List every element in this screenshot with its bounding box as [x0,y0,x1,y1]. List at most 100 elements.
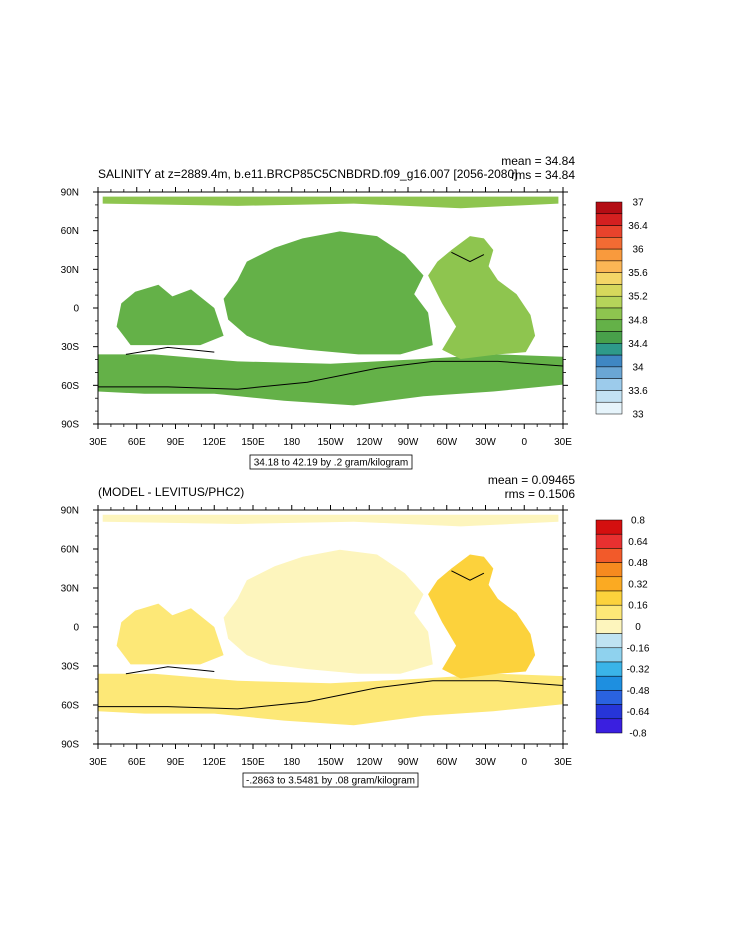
colorbar-label: 33.6 [628,386,648,397]
y-tick-label: 90N [61,506,79,517]
colorbar-swatch [595,590,623,606]
x-tick-label: 180 [283,437,300,448]
x-tick-label: 90W [398,437,419,448]
colorbar-label: 0.32 [628,579,648,590]
y-tick-label: 30S [61,662,79,673]
ocean-region-indian [116,284,224,346]
colorbar-swatch [595,201,623,215]
difference-axes: 30E 60E 90E 120E 150E 180 150W 120W 90W 60W 30W 0 30… [61,505,572,768]
colorbar-label: 0.8 [631,516,645,527]
colorbar-swatch [595,237,623,250]
x-tick-label: 60E [128,757,146,768]
difference-contour-note-text: -.2863 to 3.5481 by .08 gram/kilogram [246,776,415,787]
ocean-region-atlantic [428,236,536,359]
y-tick-label: 90N [61,188,79,199]
salinity-colorbar: 37 36.4 36 35.6 35.2 34.8 34.4 34 33.6 33 [595,198,648,421]
colorbar-label: 0.16 [628,601,648,612]
colorbar-swatch [595,248,623,262]
colorbar-label: 36.4 [628,221,648,232]
colorbar-swatch [595,604,623,620]
colorbar-swatch [595,519,623,535]
colorbar-swatch [595,331,623,344]
colorbar-swatch [595,661,623,677]
difference-contour-note: -.2863 to 3.5481 by .08 gram/kilogram [242,772,419,788]
contour-line [125,346,215,355]
colorbar-swatch [595,272,623,285]
y-tick-label: 30S [61,342,79,353]
colorbar-label: 0.64 [628,537,648,548]
colorbar-swatch [595,307,623,321]
x-tick-label: 150E [241,757,265,768]
ocean-region-pacific [223,231,433,355]
x-tick-label: 60E [128,437,146,448]
colorbar-label: 36 [632,245,644,256]
x-tick-label: 150W [317,757,344,768]
x-tick-label: 60W [436,757,457,768]
salinity-panel: SALINITY at z=2889.4m, b.e11.BRCP85C5CNB… [61,154,648,470]
contour-line [98,680,564,710]
ocean-region-atlantic [428,554,536,679]
ocean-region-southern [98,354,563,406]
x-tick-label: 150E [241,437,265,448]
colorbar-swatch [595,390,623,403]
colorbar-swatch [595,284,623,297]
colorbar-swatch [595,378,623,391]
colorbar-swatch [595,576,623,592]
x-tick-label: 0 [521,437,527,448]
x-tick-label: 90W [398,757,419,768]
salinity-mean-label: mean = 34.84 [501,154,575,168]
ocean-region-arctic [102,514,559,527]
x-tick-label: 30W [475,437,496,448]
salinity-axes: 30E 60E 90E 120E 150E 180 150W 120W 90W 60W 30W 0 30… [61,187,572,448]
colorbar-swatch [595,366,623,379]
y-tick-label: 60S [61,701,79,712]
contour-line [125,666,215,675]
colorbar-label: 35.6 [628,268,648,279]
colorbar-label: 35.2 [628,292,648,303]
colorbar-swatch [595,213,623,226]
colorbar-swatch [595,533,623,549]
colorbar-swatch [595,548,623,563]
y-tick-label: 60S [61,381,79,392]
colorbar-swatch [595,401,623,415]
y-tick-label: 90S [61,740,79,751]
y-tick-label: 0 [73,623,79,634]
colorbar-swatch [595,619,623,634]
colorbar-label: 37 [632,198,644,209]
x-tick-label: 30E [554,757,572,768]
colorbar-swatch [595,704,623,720]
colorbar-swatch [595,260,623,273]
contour-line [98,360,564,390]
x-tick-label: 150W [317,437,344,448]
x-tick-label: 120E [203,757,227,768]
colorbar-label: -0.32 [627,665,650,676]
y-tick-label: 30N [61,265,79,276]
colorbar-swatch [595,319,623,332]
x-tick-label: 30E [89,437,107,448]
ocean-region-indian [116,603,224,665]
colorbar-swatch [595,295,623,309]
colorbar-swatch [595,343,623,356]
colorbar-swatch [595,675,623,691]
x-tick-label: 120W [356,437,383,448]
difference-rms-label: rms = 0.1506 [505,487,576,501]
colorbar-label: -0.48 [627,686,650,697]
colorbar-swatch [595,633,623,649]
x-tick-label: 180 [283,757,300,768]
difference-colorbar: 0.8 0.64 0.48 0.32 0.16 0 -0.16 -0.32 -0.48 -0.64… [595,516,650,740]
x-tick-label: 120W [356,757,383,768]
colorbar-label: 0 [635,622,641,633]
x-tick-label: 30W [475,757,496,768]
y-tick-label: 0 [73,304,79,315]
ocean-region-arctic [102,196,559,209]
difference-title: (MODEL - LEVITUS/PHC2) [98,485,244,499]
salinity-rms-label: rms = 34.84 [511,168,575,182]
colorbar-label: -0.16 [627,643,650,654]
x-tick-label: 60W [436,437,457,448]
colorbar-swatch [595,690,623,705]
y-tick-label: 90S [61,420,79,431]
salinity-contour-note-text: 34.18 to 42.19 by .2 gram/kilogram [254,458,409,469]
y-tick-label: 60N [61,226,79,237]
y-tick-label: 30N [61,584,79,595]
